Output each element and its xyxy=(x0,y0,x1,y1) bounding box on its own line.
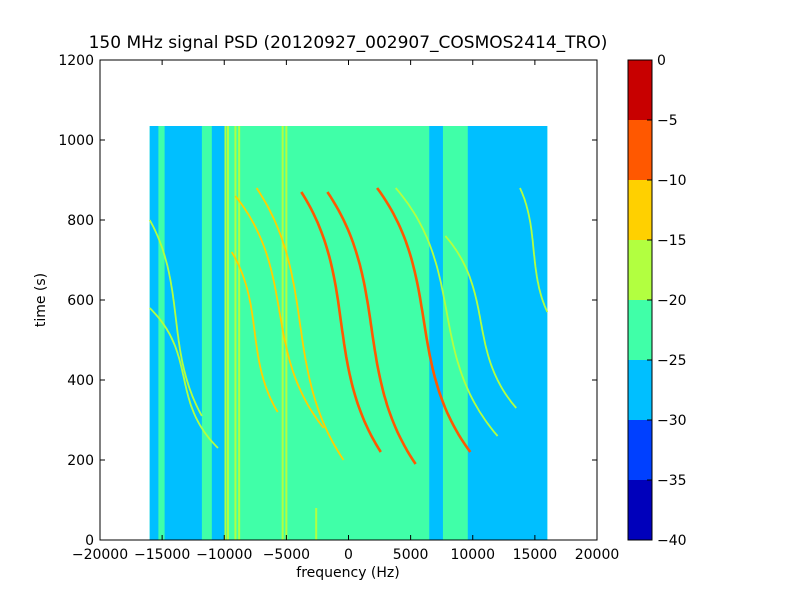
y-tick-label: 400 xyxy=(67,373,94,389)
x-tick-label: 20000 xyxy=(575,547,620,563)
y-tick-label: 600 xyxy=(67,293,94,309)
y-tick-label: 200 xyxy=(67,453,94,469)
doppler-trace xyxy=(148,219,203,417)
heatmap xyxy=(148,126,549,540)
doppler-trace xyxy=(326,191,417,465)
doppler-trace xyxy=(376,187,472,453)
colorbar-segment xyxy=(628,480,652,540)
colorbar-tick-label: −30 xyxy=(657,413,687,429)
y-tick-label: 1200 xyxy=(58,53,94,69)
colorbar-segment xyxy=(628,420,652,480)
colorbar-tick-label: −20 xyxy=(657,293,687,309)
doppler-trace xyxy=(395,187,499,437)
colorbar-tick-label: −40 xyxy=(657,533,687,549)
heatmap-band xyxy=(429,126,443,540)
doppler-trace xyxy=(149,307,219,449)
x-tick-label: −5000 xyxy=(263,547,310,563)
x-tick-label: −20000 xyxy=(72,547,128,563)
colorbar-tick-label: −5 xyxy=(657,113,678,129)
heatmap-band xyxy=(149,126,159,540)
colorbar-segment xyxy=(628,180,652,240)
doppler-trace xyxy=(519,187,549,313)
colorbar-tick-label: −35 xyxy=(657,473,687,489)
colorbar: −40 −35 −30 −25 −20 −15 −10 −5 0 xyxy=(627,53,687,549)
doppler-trace xyxy=(444,235,517,409)
y-axis: 0 200 400 600 800 1000 1200 xyxy=(58,53,597,549)
colorbar-tick-label: −10 xyxy=(657,173,687,189)
y-tick-label: 1000 xyxy=(58,133,94,149)
colorbar-tick-label: −25 xyxy=(657,353,687,369)
x-tick-label: 0 xyxy=(344,547,353,563)
doppler-trace xyxy=(234,195,325,429)
colorbar-tick-label: 0 xyxy=(657,53,666,69)
x-tick-label: 15000 xyxy=(513,547,558,563)
chart-title: 150 MHz signal PSD (20120927_002907_COSM… xyxy=(89,33,608,53)
colorbar-segment xyxy=(628,120,652,180)
colorbar-segment xyxy=(628,240,652,300)
y-tick-label: 800 xyxy=(67,213,94,229)
heatmap-band xyxy=(467,126,548,540)
x-tick-label: 10000 xyxy=(450,547,495,563)
y-tick-label: 0 xyxy=(85,533,94,549)
colorbar-segment xyxy=(628,300,652,360)
doppler-trace xyxy=(300,191,382,453)
y-axis-label: time (s) xyxy=(33,273,49,327)
x-axis: −20000 −15000 −10000 −5000 0 5000 10000 15000 20… xyxy=(72,60,619,563)
x-tick-label: −15000 xyxy=(134,547,190,563)
doppler-trace xyxy=(230,251,279,413)
x-tick-label: −10000 xyxy=(196,547,252,563)
x-tick-label: 5000 xyxy=(393,547,429,563)
colorbar-segment xyxy=(628,60,652,120)
heatmap-band xyxy=(164,126,202,540)
colorbar-tick-label: −15 xyxy=(657,233,687,249)
doppler-trace xyxy=(255,187,345,461)
colorbar-segment xyxy=(628,360,652,420)
x-axis-label: frequency (Hz) xyxy=(296,565,399,581)
heatmap-band xyxy=(211,126,227,540)
